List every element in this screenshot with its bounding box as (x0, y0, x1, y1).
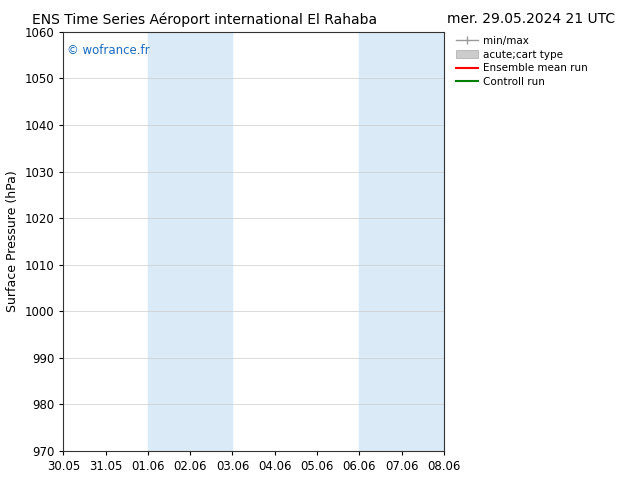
Text: mer. 29.05.2024 21 UTC: mer. 29.05.2024 21 UTC (447, 12, 615, 26)
Y-axis label: Surface Pressure (hPa): Surface Pressure (hPa) (6, 171, 19, 312)
Bar (359, 32, 401, 451)
Bar (148, 32, 233, 451)
Text: ENS Time Series Aéroport international El Rahaba: ENS Time Series Aéroport international E… (32, 12, 377, 27)
Text: © wofrance.fr: © wofrance.fr (67, 45, 150, 57)
Bar (401, 32, 444, 451)
Legend: min/max, acute;cart type, Ensemble mean run, Controll run: min/max, acute;cart type, Ensemble mean … (451, 32, 592, 91)
